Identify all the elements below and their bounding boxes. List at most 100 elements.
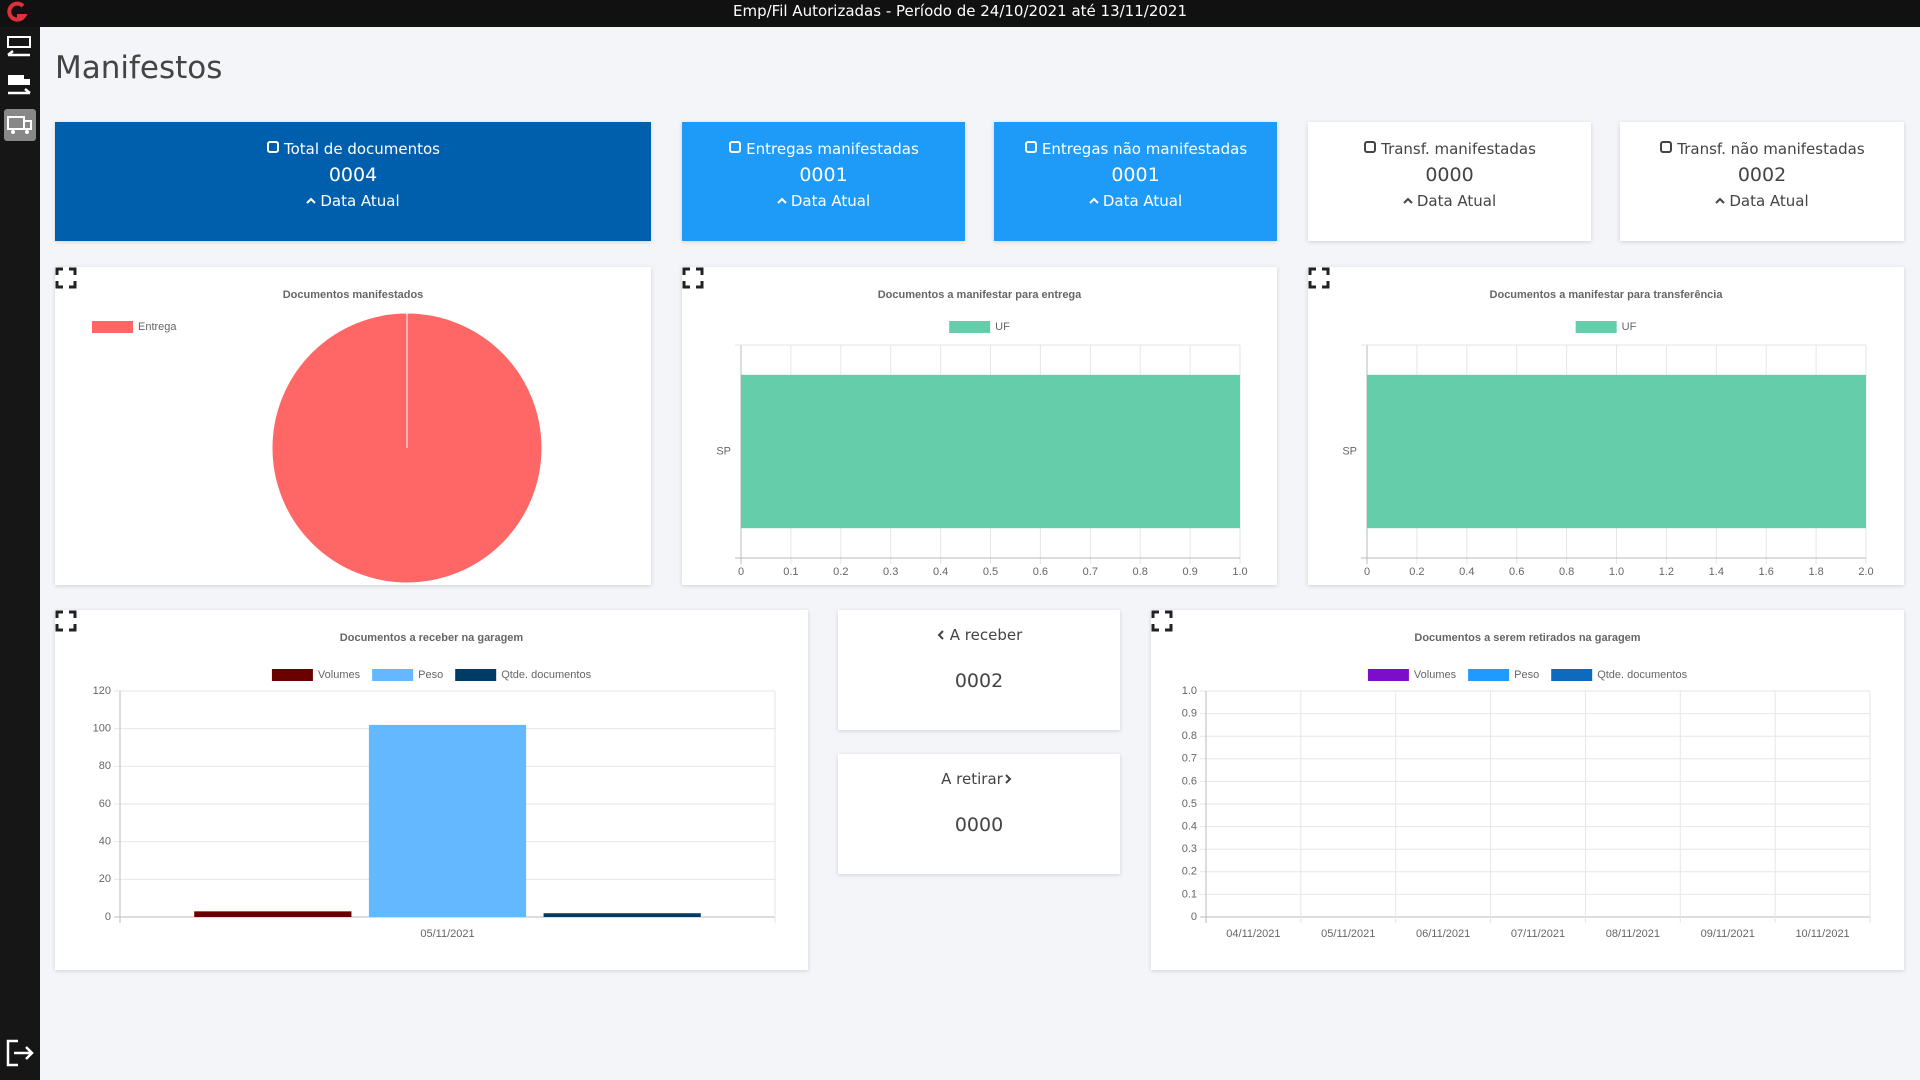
card-footer-row: Data Atual [682,192,965,210]
legend: UF [1575,321,1637,333]
nav-icon-active[interactable] [4,109,36,141]
fullscreen-icon [55,610,77,632]
x-tick-label: 09/11/2021 [1701,928,1755,940]
legend-label: Qtde. documentos [1597,669,1687,681]
card-label: Transf. não manifestadas [1677,140,1865,158]
legend: Entrega [92,321,177,333]
chevron [1005,774,1012,784]
y-tick-label: 40 [99,836,111,848]
x-tick-label: 0.1 [783,566,798,578]
y-tick-label: SP [716,445,731,457]
legend-label: Volumes [318,669,361,681]
y-tick-label: 0.2 [1182,866,1197,878]
x-tick-label: 1.0 [1609,566,1624,578]
card-value: 0001 [799,164,848,186]
fullscreen-button[interactable] [1151,610,1173,632]
counter-label-row: A retirar [838,770,1120,788]
counter-value: 0000 [954,814,1004,836]
logout-icon[interactable] [4,1037,36,1069]
fullscreen-button[interactable] [682,267,704,289]
legend-swatch [949,321,991,333]
nav-icon[interactable] [4,33,36,65]
card-label: Total de documentos [284,140,440,158]
counter-value: 0002 [954,670,1004,692]
card-label-row: Entregas manifestadas [682,140,965,158]
chart-title: Documentos a receber na garagem [340,632,524,644]
x-tick-label: 05/11/2021 [420,928,474,940]
chart-title: Documentos manifestados [283,289,424,301]
y-tick-label: 1.0 [1182,685,1197,697]
y-tick-label: 0 [105,911,111,923]
legend-label: UF [1622,321,1637,333]
fullscreen-icon [1151,610,1173,632]
y-tick-label: 0.5 [1182,798,1197,810]
legend: Volumes Peso Qtde. documentos [271,669,592,681]
y-tick-label: 120 [93,685,111,697]
y-tick-label: 0.7 [1182,753,1197,765]
chevron-icon [937,630,944,640]
legend-swatch [1367,669,1409,681]
card-icon [729,141,742,153]
card-footer-row: Data Atual [994,192,1277,210]
fullscreen-button[interactable] [1308,267,1330,289]
card-value: 0004 [328,164,378,186]
x-tick-label: 1.4 [1709,566,1724,578]
chart: Documentos a receber na garagem Volumes Pe… [93,632,776,940]
fullscreen-icon [1308,267,1330,289]
fullscreen-button[interactable] [55,267,77,289]
x-tick-label: 0.5 [983,566,998,578]
top-bar: Emp/Fil Autorizadas - Período de 24/10/2… [0,0,1920,27]
card-label: Transf. manifestadas [1381,140,1536,158]
y-tick-label: 100 [93,723,111,735]
card-footer-row: Data Atual [1308,192,1591,210]
card-footer: Data Atual [1729,192,1809,210]
x-tick-label: 1.2 [1659,566,1674,578]
legend: UF [949,321,1010,333]
y-tick-label: 60 [99,798,111,810]
bar [741,374,1240,529]
card-label-row: Entregas não manifestadas [994,140,1277,158]
x-tick-label: 0.3 [883,566,898,578]
y-tick-label: 0.9 [1182,708,1197,720]
x-tick-label: 2.0 [1858,566,1873,578]
counter-card: A receber 0002 [838,610,1120,730]
chart: Documentos a manifestar para entrega UF 0 0… [716,289,1247,578]
nav-icon[interactable] [4,71,36,103]
counter-card: A retirar 0000 [838,754,1120,874]
card-label-row: Transf. manifestadas [1308,140,1591,158]
x-tick-label: 1.8 [1808,566,1823,578]
y-tick-label: 0.8 [1182,730,1197,742]
x-tick-label: 0.2 [833,566,848,578]
fullscreen-button[interactable] [55,610,77,632]
x-tick-label: 07/11/2021 [1511,928,1565,940]
x-tick-label: 0.8 [1559,566,1574,578]
y-tick-label: 80 [99,760,111,772]
y-tick-label: 0.4 [1182,821,1197,833]
x-tick-label: 0.7 [1083,566,1098,578]
legend-swatch [1551,669,1593,681]
chart-panel: Documentos a receber na garagem Volumes Pe… [55,610,808,970]
chevron-icon [1089,197,1099,204]
y-tick-label: 0.6 [1182,775,1197,787]
legend-swatch [1575,321,1617,333]
chevron [306,197,317,204]
chart-panel: Documentos a manifestar para entrega UF 0 0… [682,267,1277,585]
x-tick-label: 06/11/2021 [1416,928,1470,940]
pie-slice [271,312,543,584]
fullscreen-icon [55,267,77,289]
icon-shape [1364,141,1377,153]
y-tick-label: 0.3 [1182,843,1197,855]
legend-swatch [1468,669,1510,681]
legend-label: Peso [1514,669,1539,681]
x-tick-label: 0.4 [933,566,948,578]
counter-label-row: A receber [838,626,1120,644]
card-icon [1024,141,1037,153]
card-footer: Data Atual [790,192,871,210]
sidebar [0,27,40,1080]
legend-swatch [372,669,414,681]
legend-label: Qtde. documentos [501,669,591,681]
x-tick-label: 0.2 [1409,566,1424,578]
y-tick-label: 0 [1191,911,1197,923]
chevron-icon [777,197,787,204]
